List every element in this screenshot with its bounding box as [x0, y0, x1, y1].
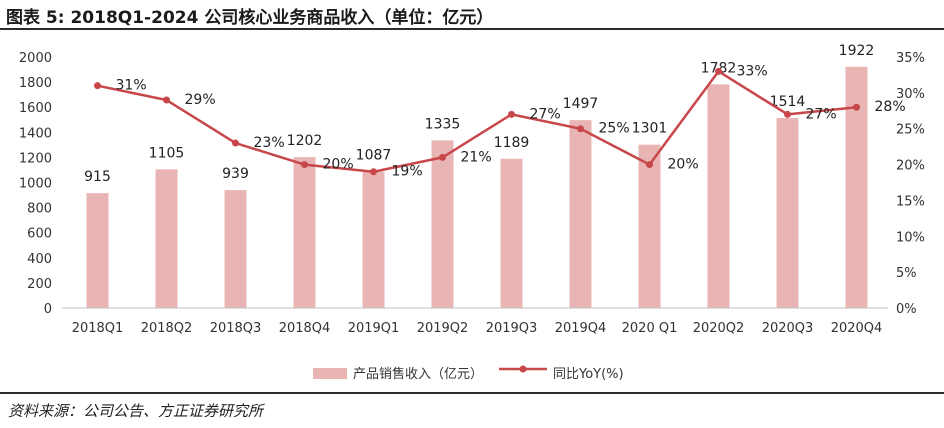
x-axis: 2018Q1 2018Q2 2018Q3 2018Q4 2019Q1 2019Q2 2019… [62, 307, 888, 336]
yoy-point [232, 139, 239, 147]
bar [155, 169, 178, 308]
yoy-data-label: 31% [116, 78, 147, 94]
left-axis: 0 200 400 600 800 1000 1200 1400 1600 1800 2000 [19, 51, 52, 317]
x-tick-label: 2020Q4 [831, 321, 883, 336]
y-left-tick-label: 0 [44, 302, 52, 317]
x-tick-label: 2019Q1 [348, 321, 400, 336]
bar-data-label: 1301 [632, 121, 668, 137]
bar [707, 84, 730, 308]
legend-line-marker [519, 365, 527, 373]
bar [224, 190, 247, 308]
x-tick-label: 2018Q1 [72, 321, 124, 336]
bar-data-label: 1335 [425, 116, 461, 132]
bar-data-labels: 9151105939120210871335118914971301178215… [84, 43, 874, 185]
yoy-point [163, 96, 170, 104]
y-right-tick-label: 35% [896, 51, 925, 66]
line-data-labels: 31% 29% 23% 20% 19% 21% 27% 25% 20% 33% 27% 28% [116, 63, 906, 179]
yoy-point [646, 161, 653, 169]
y-left-tick-label: 1000 [19, 177, 52, 192]
y-left-tick-label: 1400 [19, 126, 52, 141]
yoy-data-label: 23% [254, 135, 285, 151]
bar-data-label: 1922 [839, 43, 875, 59]
chart-title: 图表 5: 2018Q1-2024 公司核心业务商品收入（单位：亿元） [6, 8, 494, 28]
y-right-tick-label: 5% [896, 266, 917, 281]
bar [86, 193, 109, 308]
bar [776, 117, 799, 308]
bar-data-label: 915 [84, 169, 111, 185]
yoy-point [715, 67, 722, 75]
top-divider [0, 28, 944, 30]
x-tick-label: 2020Q3 [762, 321, 814, 336]
yoy-point [439, 153, 446, 161]
y-right-tick-label: 25% [896, 123, 925, 138]
bar-data-label: 1514 [770, 94, 806, 110]
bar [638, 144, 661, 308]
bar-data-label: 939 [222, 166, 249, 182]
yoy-point [94, 82, 101, 90]
bar [500, 158, 523, 308]
y-left-tick-label: 600 [27, 227, 52, 242]
yoy-data-label: 33% [737, 63, 768, 79]
yoy-data-label: 20% [323, 157, 354, 173]
bar-data-label: 1202 [287, 133, 323, 149]
y-left-tick-label: 1600 [19, 101, 52, 116]
y-left-tick-label: 1800 [19, 76, 52, 91]
yoy-point [784, 110, 791, 118]
bar [362, 171, 385, 308]
x-tick-label: 2018Q3 [210, 321, 262, 336]
bar-data-label: 1105 [149, 145, 185, 161]
y-left-tick-label: 800 [27, 202, 52, 217]
yoy-point [370, 168, 377, 176]
legend-bar-label: 产品销售收入（亿元） [353, 366, 483, 382]
y-left-tick-label: 2000 [19, 51, 52, 66]
yoy-data-label: 27% [530, 106, 561, 122]
yoy-point [301, 161, 308, 169]
y-left-tick-label: 1200 [19, 151, 52, 166]
yoy-line [97, 70, 857, 173]
legend-bar-swatch [313, 368, 347, 379]
y-right-tick-label: 30% [896, 87, 925, 102]
x-tick-label: 2020Q2 [693, 321, 745, 336]
combo-chart: 0 200 400 600 800 1000 1200 1400 1600 1800 2000 0%… [19, 43, 925, 382]
yoy-data-label: 20% [668, 157, 699, 173]
yoy-point [577, 125, 584, 133]
legend: 产品销售收入（亿元） 同比YoY(%) [313, 365, 624, 382]
yoy-point [508, 110, 515, 118]
bar-series [86, 66, 868, 309]
source-note: 资料来源：公司公告、方正证券研究所 [8, 402, 264, 420]
x-tick-label: 2018Q2 [141, 321, 193, 336]
y-left-tick-label: 400 [27, 252, 52, 267]
bar [569, 120, 592, 309]
y-right-tick-label: 15% [896, 194, 925, 209]
x-tick-label: 2019Q2 [417, 321, 469, 336]
bar [845, 66, 868, 308]
line-series [94, 67, 860, 176]
y-right-tick-label: 20% [896, 159, 925, 174]
bar-data-label: 1087 [356, 148, 392, 164]
right-axis: 0% 5% 10% 15% 20% 25% 30% 35% [896, 51, 925, 317]
yoy-point [853, 103, 860, 111]
bar [293, 157, 316, 308]
x-tick-label: 2020 Q1 [622, 321, 678, 336]
x-tick-label: 2019Q4 [555, 321, 607, 336]
yoy-data-label: 28% [875, 99, 906, 115]
y-left-tick-label: 200 [27, 277, 52, 292]
yoy-data-label: 29% [185, 92, 216, 108]
yoy-data-label: 25% [599, 121, 630, 137]
yoy-data-label: 27% [806, 106, 837, 122]
legend-line-label: 同比YoY(%) [553, 367, 624, 382]
x-tick-label: 2018Q4 [279, 321, 331, 336]
yoy-data-label: 19% [392, 164, 423, 180]
yoy-data-label: 21% [461, 149, 492, 165]
bar [431, 140, 454, 308]
x-tick-label: 2019Q3 [486, 321, 538, 336]
bar-data-label: 1497 [563, 96, 599, 112]
y-right-tick-label: 0% [896, 302, 917, 317]
bottom-divider [0, 392, 944, 394]
bar-data-label: 1189 [494, 135, 530, 151]
y-right-tick-label: 10% [896, 230, 925, 245]
